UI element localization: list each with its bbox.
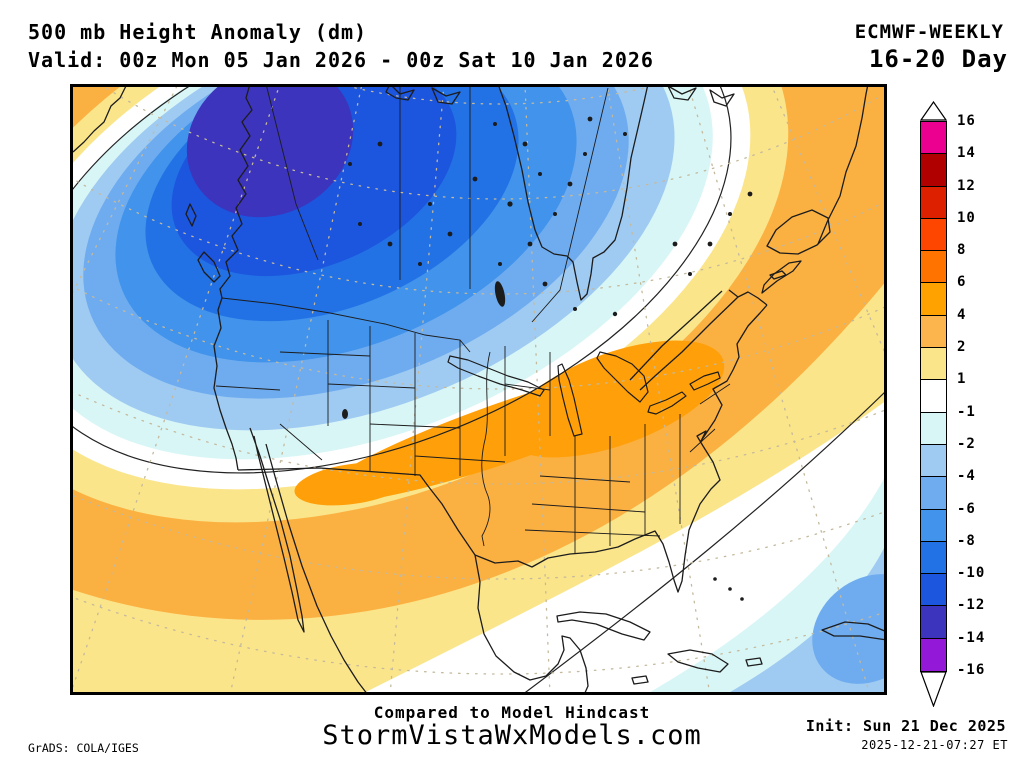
colorbar-arrow-up-icon xyxy=(920,101,947,121)
colorbar-tick-label: 1 xyxy=(957,371,967,388)
colorbar-tick-label: -6 xyxy=(957,500,976,517)
colorbar-tick-label: -4 xyxy=(957,468,976,485)
coastlines xyxy=(72,84,887,695)
anomaly-map xyxy=(70,84,887,695)
colorbar-tick-label: -14 xyxy=(957,629,986,646)
map-canvas xyxy=(70,84,887,695)
colorbar-tick-label: -16 xyxy=(957,662,986,678)
colorbar-tick-label: 16 xyxy=(957,113,976,129)
valid-range: Valid: 00z Mon 05 Jan 2026 - 00z Sat 10 … xyxy=(28,48,654,72)
colorbar-tick-label: 6 xyxy=(957,274,967,291)
colorbar-segment xyxy=(921,283,946,316)
colorbar-segment xyxy=(921,348,946,381)
colorbar-tick-label: 2 xyxy=(957,339,967,356)
colorbar-tick-label: -12 xyxy=(957,597,986,614)
colorbar-tick-label: -2 xyxy=(957,435,976,452)
colorbar-segment xyxy=(921,380,946,413)
anomaly-bands-southeast xyxy=(70,280,887,695)
colorbar-tick-label: 10 xyxy=(957,209,976,226)
colorbar-tick-label: -8 xyxy=(957,532,976,549)
product-title: 500 mb Height Anomaly (dm) xyxy=(28,20,368,44)
colorbar-tick-label: 14 xyxy=(957,145,976,162)
colorbar-segment xyxy=(921,186,946,219)
colorbar-tick-label: -1 xyxy=(957,403,976,420)
compare-note: Compared to Model Hindcast xyxy=(373,703,651,722)
colorbar-segment xyxy=(921,638,946,671)
colorbar-tick-label: 4 xyxy=(957,306,967,323)
colorbar-segment xyxy=(921,509,946,542)
small-lakes xyxy=(342,116,753,601)
colorbar-arrow-down-icon xyxy=(920,671,947,707)
anomaly-colorbar: 16 14 12 10 8 6 4 2 1 -1 -2 -4 -6 -8 -10 -12 -14 -16 xyxy=(920,101,1006,711)
colorbar-segment xyxy=(921,574,946,607)
grads-credit: GrADS: COLA/IGES xyxy=(28,741,139,755)
great-lakes xyxy=(447,351,721,437)
colorbar-scale xyxy=(920,121,947,672)
colorbar-segment xyxy=(921,541,946,575)
forecast-range: 16-20 Day xyxy=(868,45,1008,73)
colorbar-segment xyxy=(921,315,946,349)
colorbar-segment xyxy=(921,606,946,639)
colorbar-segment xyxy=(921,154,946,187)
model-name: ECMWF-WEEKLY xyxy=(854,21,1004,43)
site-watermark: StormVistaWxModels.com xyxy=(322,720,702,751)
state-province-borders xyxy=(215,84,731,554)
colorbar-segment xyxy=(921,122,946,155)
colorbar-segment xyxy=(921,444,946,478)
colorbar-tick-label: 12 xyxy=(957,177,976,194)
map-border xyxy=(70,84,887,695)
anomaly-bullseye-negative xyxy=(70,84,789,523)
zero-contour-lines xyxy=(70,84,887,695)
init-time: Init: Sun 21 Dec 2025 xyxy=(805,717,1006,735)
colorbar-segment xyxy=(921,251,946,284)
colorbar-segment xyxy=(921,218,946,252)
colorbar-tick-label: 8 xyxy=(957,242,967,259)
colorbar-tick-label: -10 xyxy=(957,565,986,582)
colorbar-segment xyxy=(921,477,946,510)
colorbar-segment xyxy=(921,412,946,445)
init-timestamp: 2025-12-21-07:27 ET xyxy=(861,738,1008,752)
